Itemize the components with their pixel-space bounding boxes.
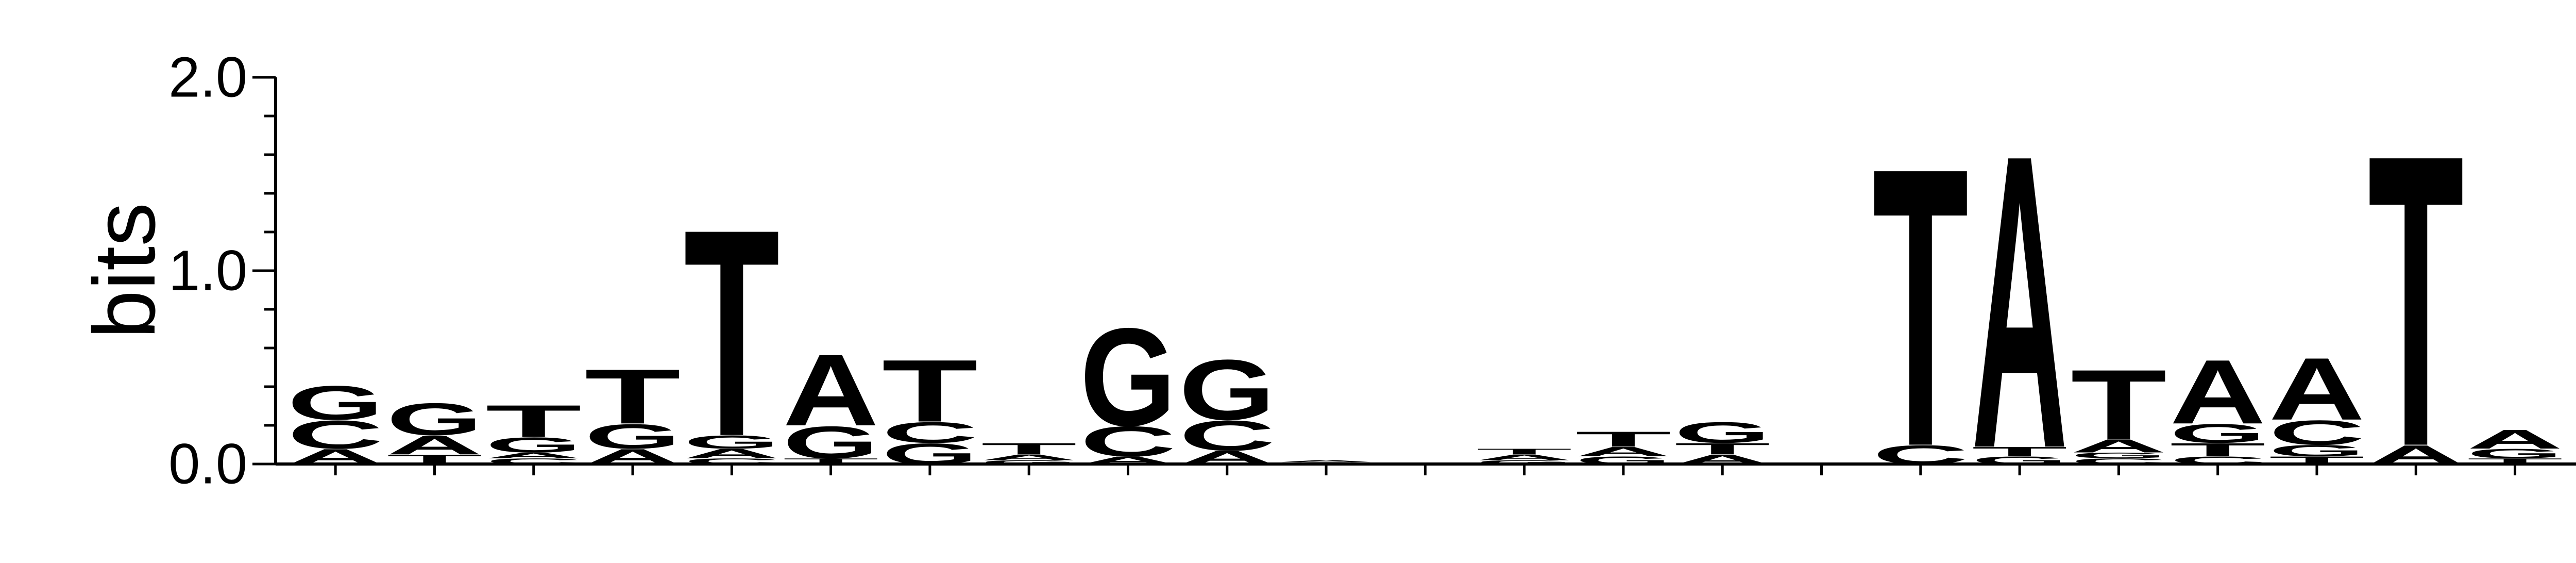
logo-letter-G: G: [1972, 454, 2068, 466]
logo-letter-T: T: [981, 440, 1077, 458]
logo-letter-G: G: [1179, 342, 1276, 438]
logo-letter-C: C: [1873, 440, 1969, 470]
logo-letter-G: G: [386, 394, 483, 445]
logo-position-stack: GTA: [1972, 67, 2068, 535]
x-ticks: [334, 464, 2517, 475]
logo-position-stack: AT: [2368, 69, 2464, 534]
logo-letter-C: C: [1179, 411, 1276, 459]
logo-position-stack: GAT: [1476, 447, 1572, 465]
logo-position-stack: CT: [1873, 86, 1969, 529]
logo-letter-T: T: [2467, 457, 2563, 466]
logo-letter-A: A: [1674, 452, 1771, 467]
logo-letter-A: A: [1476, 453, 1572, 462]
logo-letter-G: G: [1674, 416, 1771, 449]
y-axis-label: bits: [76, 203, 174, 339]
logo-letter-G: G: [684, 432, 780, 453]
logo-position-stack: ACG: [1179, 342, 1276, 468]
logo-letter-C: C: [287, 412, 384, 457]
logo-letter-G: G: [2269, 442, 2365, 460]
logo-letter-A: A: [2170, 341, 2266, 443]
logo-letter-T: T: [1873, 86, 1969, 529]
logo-letter-A: A: [1080, 454, 1176, 466]
logo-letter-A: A: [386, 430, 483, 460]
logo-letter-C: C: [882, 416, 978, 449]
logo-letter-A: A: [783, 333, 879, 447]
logo-letter-A: A: [1179, 447, 1276, 468]
logo-letter-G: G: [2071, 451, 2167, 460]
logo-letter-T: T: [2071, 350, 2167, 460]
logo-position-stack: TGA: [783, 333, 879, 468]
logo-letter-G: G: [882, 437, 978, 470]
logo-position-stack: GAT: [1575, 427, 1672, 467]
logo-letter-T: T: [1972, 444, 2068, 459]
logo-letter-T: T: [585, 353, 681, 440]
y-ticks: 0.0 1.0 2.0: [168, 46, 276, 496]
logo-letter-T: T: [485, 395, 582, 446]
logo-letter-G: G: [981, 459, 1077, 466]
logo-letter-C: C: [684, 457, 780, 466]
logo-letter-T: T: [783, 457, 879, 466]
logo-letter-T: T: [2368, 69, 2464, 534]
logo-letter-A: A: [2269, 340, 2365, 439]
logo-letter-A: A: [2467, 424, 2563, 454]
logo-letter-G: G: [585, 417, 681, 456]
logo-letter-G: G: [1278, 461, 1374, 465]
logo-letter-T: T: [2269, 454, 2365, 466]
logo-position-stack: GA: [1278, 460, 1375, 465]
logo-letter-G: G: [783, 417, 879, 468]
logo-letter-A: A: [485, 451, 582, 460]
logo-position-stack: TGA: [2467, 424, 2563, 466]
logo-position-stack: GCT: [882, 341, 978, 470]
logo-letter-G: G: [1575, 454, 1672, 466]
logo-position-stack: GAT: [981, 440, 1077, 465]
logo-position-stack: ACG: [287, 376, 384, 469]
logo-position-stack: ACG: [1080, 299, 1176, 466]
logo-letter-G: G: [287, 376, 384, 430]
logo-letter-A: A: [585, 445, 681, 469]
logo-letter-C: C: [485, 457, 582, 466]
logo-position-stack: TAG: [386, 394, 483, 467]
logo-position-stack: AGT: [585, 353, 681, 469]
logo-letter-A: A: [1575, 444, 1672, 459]
logo-letter-T: T: [386, 452, 483, 467]
logo-letter-T: T: [2170, 439, 2266, 460]
logo-letter-A: A: [981, 453, 1077, 462]
logo-letter-T: T: [1575, 427, 1672, 451]
logo-letter-G: G: [1476, 459, 1572, 466]
logo-letter-T: T: [1674, 440, 1770, 458]
logo-letter-T: T: [882, 341, 978, 440]
logo-letter-A: A: [2368, 440, 2464, 470]
logo-letter-A: A: [2071, 436, 2167, 457]
logo-letter-G: G: [1080, 299, 1176, 455]
logo-letter-A: A: [1972, 67, 2068, 535]
logo-position-stack: ATG: [1674, 416, 1771, 467]
logo-letter-C: C: [1080, 417, 1176, 465]
logo-letter-G: G: [485, 433, 582, 457]
logo-letter-A: A: [684, 446, 780, 461]
logo-letter-T: T: [1476, 447, 1572, 456]
logo-letter-C: C: [2071, 457, 2167, 466]
logo-letter-G: G: [2170, 419, 2266, 449]
logo-letter-C: C: [2269, 413, 2365, 453]
logo-letter-C: C: [2170, 454, 2266, 466]
logo-letter-G: G: [2467, 446, 2563, 461]
logo-letter-T: T: [684, 168, 780, 498]
logo-letter-A: A: [287, 445, 384, 469]
y-tick-label: 0.0: [168, 433, 247, 496]
y-tick-label: 2.0: [168, 46, 247, 109]
logo-letter-A: A: [1278, 460, 1375, 463]
y-tick-label: 1.0: [168, 239, 247, 303]
